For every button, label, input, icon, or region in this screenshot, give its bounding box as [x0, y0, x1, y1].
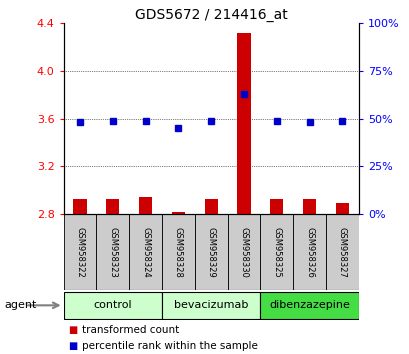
Bar [73, 199, 86, 214]
Text: GSM958328: GSM958328 [173, 227, 182, 278]
Text: bevacizumab: bevacizumab [173, 300, 248, 310]
Bar [106, 199, 119, 214]
Text: dibenzazepine: dibenzazepine [268, 300, 349, 310]
Bar [260, 214, 292, 290]
Bar [335, 204, 348, 214]
Title: GDS5672 / 214416_at: GDS5672 / 214416_at [135, 8, 287, 22]
Text: GSM958326: GSM958326 [304, 227, 313, 278]
Bar [96, 214, 129, 290]
Bar [325, 214, 358, 290]
Text: agent: agent [4, 300, 36, 310]
Bar [227, 214, 260, 290]
Text: ■: ■ [67, 325, 77, 335]
Text: GSM958330: GSM958330 [239, 227, 248, 278]
Bar [139, 198, 152, 214]
Bar [270, 199, 283, 214]
Text: control: control [93, 300, 132, 310]
Text: GSM958322: GSM958322 [75, 227, 84, 278]
Bar [260, 292, 358, 319]
Bar [194, 214, 227, 290]
Bar [237, 33, 250, 214]
Bar [292, 214, 325, 290]
Bar [162, 214, 194, 290]
Text: GSM958325: GSM958325 [272, 227, 281, 278]
Bar [63, 292, 162, 319]
Text: GSM958323: GSM958323 [108, 227, 117, 278]
Text: GSM958327: GSM958327 [337, 227, 346, 278]
Text: ■: ■ [67, 341, 77, 351]
Text: GSM958329: GSM958329 [206, 227, 215, 278]
Bar [171, 212, 184, 214]
Bar [302, 199, 315, 214]
Bar [129, 214, 162, 290]
Bar [63, 214, 96, 290]
Text: GSM958324: GSM958324 [141, 227, 150, 278]
Text: transformed count: transformed count [82, 325, 179, 335]
Text: percentile rank within the sample: percentile rank within the sample [82, 341, 257, 351]
Bar [204, 199, 217, 214]
Bar [162, 292, 260, 319]
